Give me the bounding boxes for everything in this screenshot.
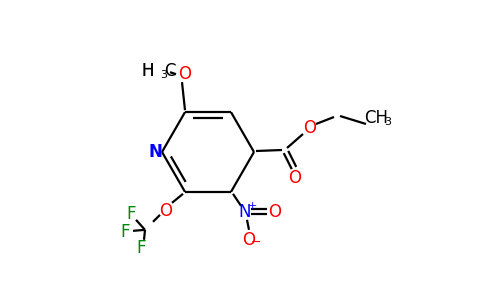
- Text: 3: 3: [161, 70, 167, 80]
- Text: C: C: [164, 62, 176, 80]
- Text: O: O: [269, 203, 282, 221]
- Text: O: O: [179, 65, 192, 83]
- Text: F: F: [136, 239, 146, 257]
- Text: H: H: [141, 62, 154, 80]
- Text: O: O: [160, 202, 172, 220]
- Text: F: F: [120, 223, 130, 241]
- Text: O: O: [242, 231, 256, 249]
- Text: +: +: [247, 201, 257, 211]
- Text: F: F: [126, 205, 136, 223]
- Text: N: N: [239, 203, 251, 221]
- Text: O: O: [288, 169, 302, 187]
- Text: 3: 3: [384, 117, 392, 127]
- Text: H: H: [141, 62, 154, 80]
- Text: −: −: [251, 236, 261, 249]
- Text: N: N: [148, 143, 162, 161]
- Text: CH: CH: [364, 109, 388, 127]
- Text: O: O: [303, 119, 317, 137]
